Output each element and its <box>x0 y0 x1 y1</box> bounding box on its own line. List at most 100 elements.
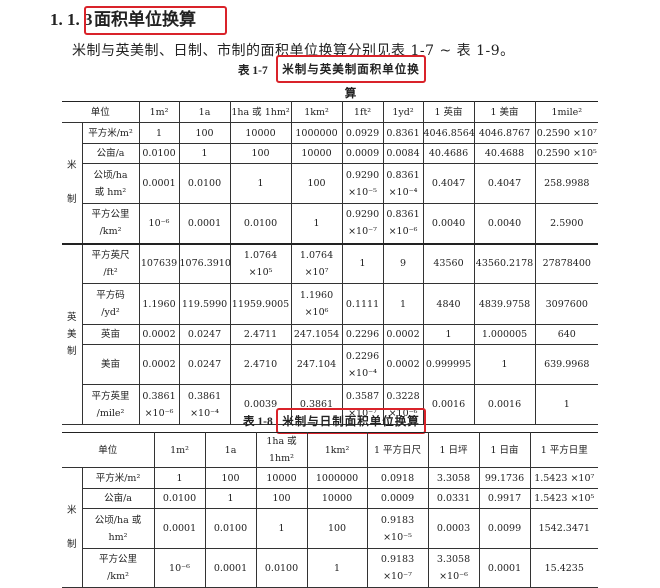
table-cell: 0.8361 <box>382 122 424 144</box>
table-cell: 1 <box>382 283 424 325</box>
table-cell: 1000000 <box>290 122 343 144</box>
column-header: 1 日坪 <box>427 432 480 468</box>
table-cell: 0.0100 <box>255 548 308 588</box>
table-cell: 10000 <box>255 467 308 489</box>
table-cell: 1 <box>306 548 368 588</box>
column-header: 1ft² <box>341 101 384 123</box>
table-1-8-label: 表 1-8 <box>243 416 273 428</box>
table-row: 英 美 制平方英尺 /ft² 107639 1076.3910 1.0764 ×10⁵… <box>62 242 599 425</box>
table-cell: 0.0003 <box>427 508 480 549</box>
table-cell: 0.0001 <box>204 548 257 588</box>
section-number: 1. 1. 3 <box>50 10 93 29</box>
table-cell: 100 <box>229 143 292 164</box>
table-cell: 0.9183 ×10⁻⁷ <box>366 548 429 588</box>
table-cell: 0.0929 <box>341 122 384 144</box>
table-cell: 1 <box>473 344 536 385</box>
column-header: 1a <box>204 432 257 468</box>
table-cell: 0.3861 ×10⁻⁶ <box>138 384 180 425</box>
table-cell: 1.0764 ×10⁵ <box>229 242 292 284</box>
table-cell: 2.4711 <box>229 324 292 345</box>
row-unit: 公顷/ha 或 hm² <box>82 163 140 204</box>
table-cell: 0.2590 ×10⁷ <box>534 122 599 144</box>
table-row: 平方码 /yd² 1.1960 119.5990 11959.9005 1.1960 ×… <box>62 283 599 325</box>
table-row: 公顷/ha 或 hm² 0.0001 0.0100 1 100 0.9290 ×10⁻⁵ 0… <box>62 163 599 204</box>
table-cell: 1.1960 <box>138 283 180 325</box>
table-cell: 0.0099 <box>478 508 531 549</box>
table-cell: 0.4047 <box>473 163 536 204</box>
group-label: 米 制 <box>62 467 83 588</box>
row-unit: 平方英尺 /ft² <box>81 242 140 284</box>
table-1-7: 单位 1m² 1a 1ha 或 1hm² 1km² 1ft² 1yd² 1 英亩 1 美亩 1mi… <box>62 101 599 425</box>
table-cell: 0.0016 <box>473 384 536 425</box>
table-cell: 1.0764 ×10⁷ <box>290 242 343 284</box>
table-cell: 0.0247 <box>178 324 231 345</box>
table-cell: 0.0247 <box>178 344 231 385</box>
table-1-8-title: 米制与日制面积单位换算 <box>276 408 426 434</box>
row-unit: 平方公里 /km² <box>82 548 155 588</box>
table-cell: 0.0100 <box>178 163 231 204</box>
table-cell: 2.4710 <box>229 344 292 385</box>
table-cell: 15.4235 <box>529 548 599 588</box>
column-header: 单位 <box>62 432 155 468</box>
table-cell: 43560 <box>422 242 475 284</box>
table-cell: 1542.3471 <box>529 508 599 549</box>
table-row: 公亩/a 0.0100 1 100 10000 0.0009 0.0331 0.9917 1.5… <box>62 488 599 509</box>
table-cell: 0.0001 <box>178 203 231 244</box>
row-unit: 美亩 <box>82 344 140 385</box>
column-header: 1km² <box>306 432 368 468</box>
table-cell: 0.0002 <box>138 344 180 385</box>
table-cell: 1.5423 ×10⁵ <box>529 488 599 509</box>
table-cell: 1 <box>255 508 308 549</box>
table-cell: 1076.3910 <box>178 242 231 284</box>
column-header: 1a <box>178 101 231 123</box>
table-cell: 0.0001 <box>478 548 531 588</box>
table-cell: 3.3058 <box>427 467 480 489</box>
table-cell: 4046.8767 <box>473 122 536 144</box>
table-cell: 247.104 <box>290 344 343 385</box>
table-cell: 11959.9005 <box>229 283 292 325</box>
table-cell: 1 <box>534 384 599 425</box>
table-cell: 0.9183 ×10⁻⁵ <box>366 508 429 549</box>
table-cell: 0.0002 <box>138 324 180 345</box>
table-cell: 0.0918 <box>366 467 429 489</box>
row-unit: 平方码 /yd² <box>82 283 140 325</box>
table-cell: 0.4047 <box>422 163 475 204</box>
table-cell: 40.4688 <box>473 143 536 164</box>
table-cell: 0.0040 <box>473 203 536 244</box>
column-header: 1ha 或 1hm² <box>229 101 292 123</box>
table-row: 米 制平方米/m² 1 100 10000 1000000 0.0929 0.8361 404… <box>62 122 599 244</box>
table-cell: 99.1736 <box>478 467 531 489</box>
table-cell: 0.0001 <box>138 163 180 204</box>
table-row: 平方公里 /km² 10⁻⁶ 0.0001 0.0100 1 0.9183 ×10⁻⁷ 3.… <box>62 548 599 588</box>
table-cell: 0.2296 ×10⁻⁴ <box>341 344 384 385</box>
group-label: 米 制 <box>62 122 83 244</box>
table-cell: 3097600 <box>534 283 599 325</box>
table-cell: 119.5990 <box>178 283 231 325</box>
table-cell: 0.8361 ×10⁻⁶ <box>382 203 424 244</box>
row-unit: 公亩/a <box>82 488 155 509</box>
table-cell: 0.3861 ×10⁻⁴ <box>178 384 231 425</box>
table-cell: 0.0039 <box>229 384 292 425</box>
table-cell: 40.4686 <box>422 143 475 164</box>
table-cell: 1 <box>422 324 475 345</box>
table-row: 平方英里 /mile² 0.3861 ×10⁻⁶ 0.3861 ×10⁻⁴ 0.003… <box>62 384 599 425</box>
table-cell: 0.0331 <box>427 488 480 509</box>
row-unit: 公亩/a <box>82 143 140 164</box>
table-cell: 10000 <box>290 143 343 164</box>
column-header: 单位 <box>62 101 140 123</box>
column-header: 1 平方日里 <box>529 432 599 468</box>
table-cell: 0.2296 <box>341 324 384 345</box>
table-row: 米 制平方米/m² 1 100 10000 1000000 0.0918 3.3058 99.… <box>62 467 599 588</box>
table-cell: 1 <box>204 488 257 509</box>
table-cell: 1 <box>290 203 343 244</box>
row-unit: 英亩 <box>82 324 140 345</box>
table-cell: 0.0009 <box>366 488 429 509</box>
table-cell: 10000 <box>306 488 368 509</box>
table-cell: 10000 <box>229 122 292 144</box>
table-cell: 640 <box>534 324 599 345</box>
table-cell: 0.9290 ×10⁻⁵ <box>341 163 384 204</box>
table-1-7-title: 米制与英美制面积单位换算 <box>276 55 426 100</box>
table-cell: 0.3587 ×10⁻⁷ <box>341 384 384 425</box>
group-label: 英 美 制 <box>62 242 83 425</box>
table-row: 平方公里 /km² 10⁻⁶ 0.0001 0.0100 1 0.9290 ×10⁻⁷ 0.… <box>62 203 599 244</box>
